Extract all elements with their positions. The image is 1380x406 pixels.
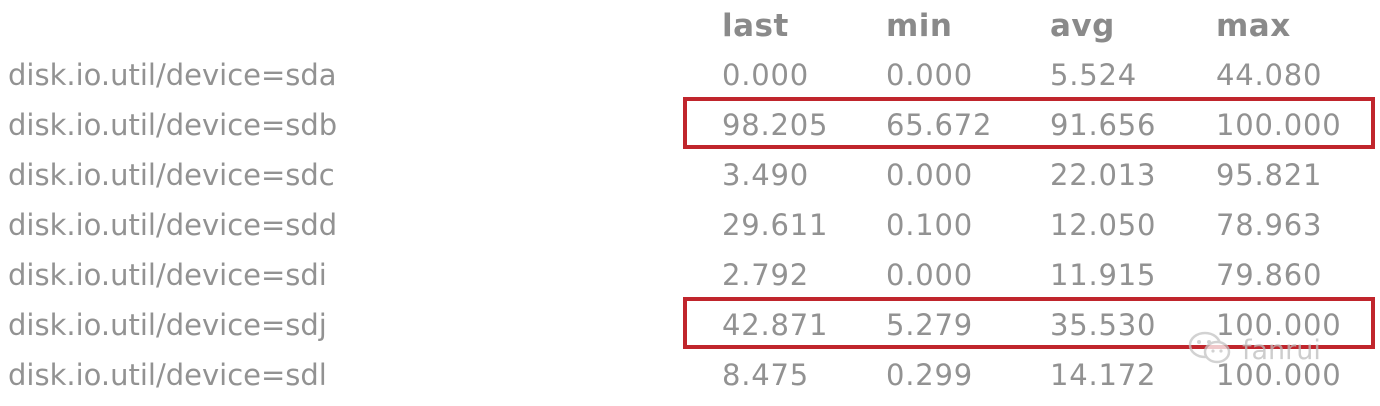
value-last: 0.000 xyxy=(722,58,810,92)
value-max: 100.000 xyxy=(1216,108,1342,142)
highlight-box-sdb xyxy=(683,97,1375,149)
value-last: 2.792 xyxy=(722,258,810,292)
value-avg: 12.050 xyxy=(1050,208,1157,242)
value-max: 44.080 xyxy=(1216,58,1323,92)
metric-label: disk.io.util/device=sdi xyxy=(8,258,327,292)
value-last: 3.490 xyxy=(722,158,810,192)
watermark-text: fanrui xyxy=(1242,334,1321,366)
value-last: 8.475 xyxy=(722,358,810,392)
value-avg: 11.915 xyxy=(1050,258,1157,292)
column-header-max: max xyxy=(1216,8,1291,44)
wechat-icon xyxy=(1188,330,1232,370)
table-row: disk.io.util/device=sdl 8.475 0.299 14.1… xyxy=(0,350,1380,400)
value-avg: 91.656 xyxy=(1050,108,1157,142)
table-row: disk.io.util/device=sdc 3.490 0.000 22.0… xyxy=(0,150,1380,200)
table-row: disk.io.util/device=sdi 2.792 0.000 11.9… xyxy=(0,250,1380,300)
metric-label: disk.io.util/device=sda xyxy=(8,58,337,92)
value-max: 100.000 xyxy=(1216,308,1342,342)
value-min: 0.000 xyxy=(886,58,974,92)
value-avg: 22.013 xyxy=(1050,158,1157,192)
value-min: 0.299 xyxy=(886,358,974,392)
table-row: disk.io.util/device=sdb 98.205 65.672 91… xyxy=(0,100,1380,150)
value-max: 79.860 xyxy=(1216,258,1323,292)
value-min: 0.000 xyxy=(886,158,974,192)
value-last: 29.611 xyxy=(722,208,829,242)
metric-label: disk.io.util/device=sdb xyxy=(8,108,338,142)
value-max: 95.821 xyxy=(1216,158,1323,192)
value-max: 78.963 xyxy=(1216,208,1323,242)
value-last: 42.871 xyxy=(722,308,829,342)
value-last: 98.205 xyxy=(722,108,829,142)
value-min: 0.000 xyxy=(886,258,974,292)
value-min: 0.100 xyxy=(886,208,974,242)
table-row: disk.io.util/device=sdd 29.611 0.100 12.… xyxy=(0,200,1380,250)
column-header-last: last xyxy=(722,8,789,44)
value-min: 5.279 xyxy=(886,308,974,342)
metric-label: disk.io.util/device=sdl xyxy=(8,358,327,392)
metric-label: disk.io.util/device=sdj xyxy=(8,308,327,342)
highlight-box-sdj xyxy=(683,297,1375,349)
table-row: disk.io.util/device=sda 0.000 0.000 5.52… xyxy=(0,50,1380,100)
value-avg: 14.172 xyxy=(1050,358,1157,392)
column-header-avg: avg xyxy=(1050,8,1115,44)
value-avg: 5.524 xyxy=(1050,58,1138,92)
watermark: fanrui xyxy=(1188,330,1321,370)
value-max: 100.000 xyxy=(1216,358,1342,392)
metric-label: disk.io.util/device=sdd xyxy=(8,208,338,242)
column-header-min: min xyxy=(886,8,953,44)
table-row: disk.io.util/device=sdj 42.871 5.279 35.… xyxy=(0,300,1380,350)
value-avg: 35.530 xyxy=(1050,308,1157,342)
value-min: 65.672 xyxy=(886,108,993,142)
metric-label: disk.io.util/device=sdc xyxy=(8,158,335,192)
